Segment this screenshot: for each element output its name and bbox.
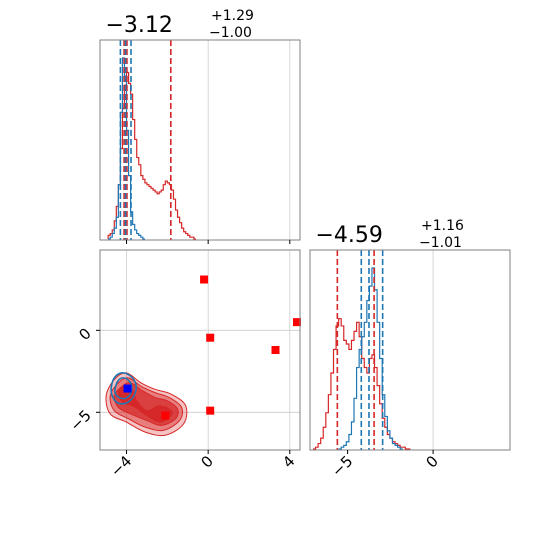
panel-frame [309, 249, 511, 451]
blue-truth-marker [123, 384, 132, 393]
joint-contour-plot: −4 0 4 −5 0 [66, 249, 301, 480]
title-sup: +1.16 [421, 218, 464, 234]
x-tick-label: 0 [422, 452, 441, 471]
red-contour-level-4 [117, 385, 173, 423]
red-scatter-marker [206, 406, 215, 415]
title-sub: −1.01 [419, 235, 462, 251]
x-tick-label: −4 [107, 452, 135, 480]
red-scatter-marker [161, 411, 170, 420]
red-scatter-marker [271, 346, 280, 354]
red-scatter-marker [200, 275, 209, 284]
title-main: −4.59 [315, 223, 382, 248]
x-tick-label: 0 [198, 452, 217, 471]
panel-frame [99, 39, 301, 241]
title-sub: −1.00 [209, 25, 252, 41]
title-sup: +1.29 [211, 8, 254, 24]
red-scatter-marker [206, 333, 215, 342]
marginal-title-param1: −3.12 +1.29 −1.00 [105, 5, 259, 41]
marginal-histogram-param2: −4.59 +1.16 −1.01 −5 0 [309, 215, 511, 480]
marginal-title-param2: −4.59 +1.16 −1.01 [315, 215, 469, 251]
x-tick-label: −5 [328, 452, 356, 480]
red-scatter-marker [293, 318, 301, 327]
x-tick-label: 4 [279, 452, 298, 471]
y-tick-label: −5 [66, 406, 94, 434]
blue-histogram-series [338, 267, 403, 450]
title-main: −3.12 [105, 13, 172, 38]
red-histogram-series [107, 71, 196, 240]
blue-contour-level-1 [110, 372, 137, 405]
panel-frame [99, 249, 301, 451]
blue-contour-level-2 [114, 377, 133, 400]
y-tick-label: 0 [75, 324, 94, 343]
marginal-histogram-param1: −3.12 +1.29 −1.00 [99, 5, 301, 244]
